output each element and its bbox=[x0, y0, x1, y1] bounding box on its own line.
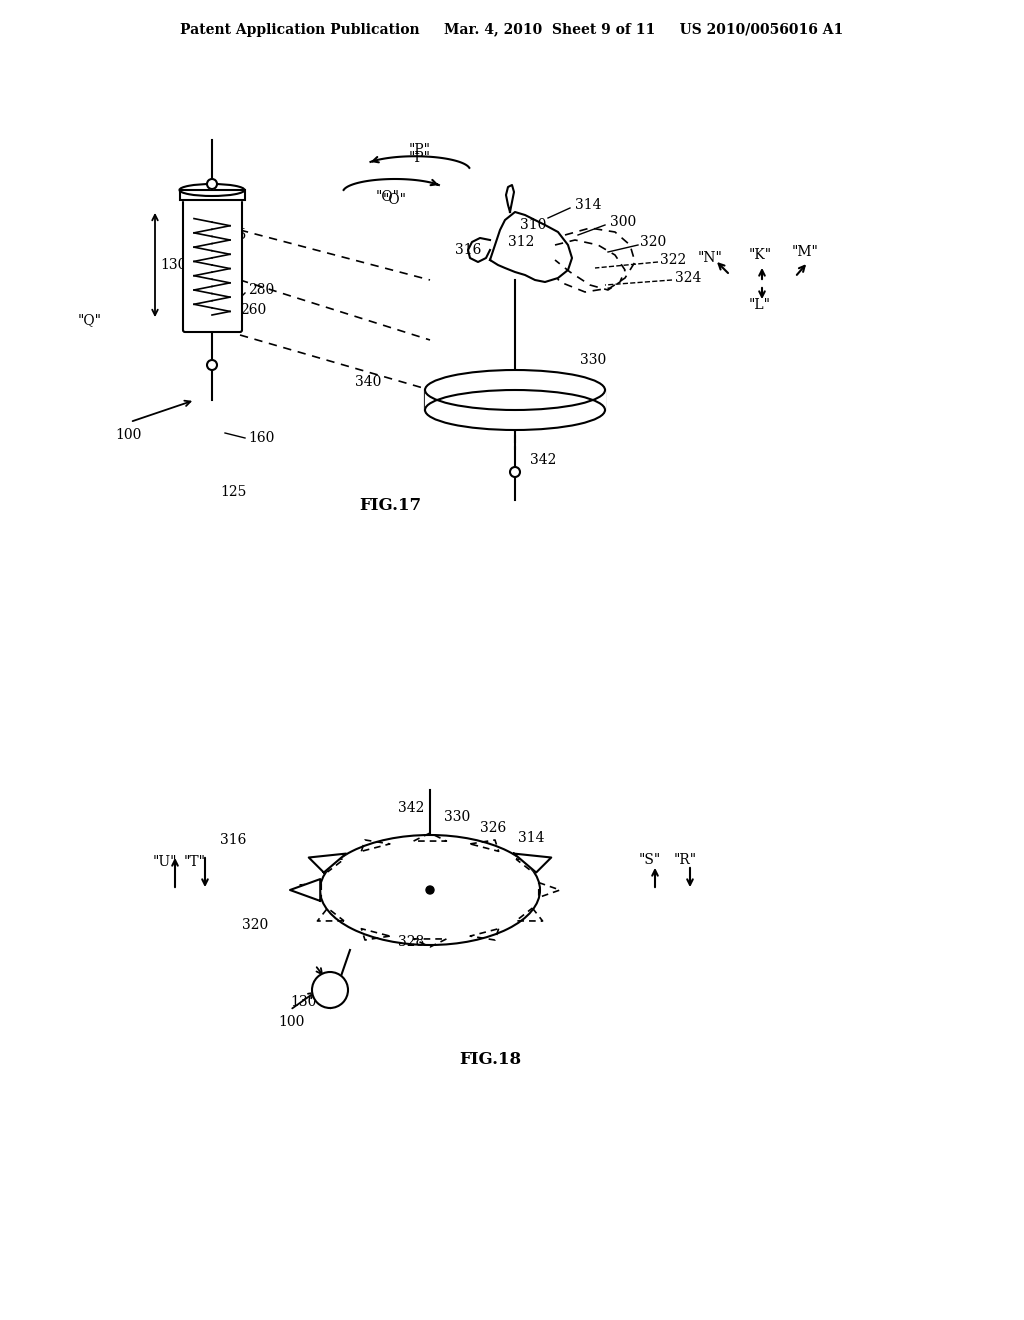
Bar bbox=[180, 190, 245, 201]
Circle shape bbox=[426, 886, 434, 894]
Text: 100: 100 bbox=[115, 428, 141, 442]
Text: FIG.17: FIG.17 bbox=[359, 496, 421, 513]
Text: 340: 340 bbox=[355, 375, 381, 389]
Text: 320: 320 bbox=[242, 917, 268, 932]
Text: 280: 280 bbox=[248, 282, 274, 297]
Text: 342: 342 bbox=[530, 453, 556, 467]
Text: 316: 316 bbox=[455, 243, 481, 257]
Ellipse shape bbox=[425, 389, 605, 430]
Polygon shape bbox=[317, 908, 344, 921]
Text: 130: 130 bbox=[160, 257, 186, 272]
Text: 300: 300 bbox=[610, 215, 636, 228]
Text: "M": "M" bbox=[792, 246, 818, 259]
Polygon shape bbox=[506, 185, 514, 213]
Text: 324: 324 bbox=[675, 271, 701, 285]
Polygon shape bbox=[414, 939, 446, 946]
Polygon shape bbox=[425, 389, 605, 411]
Text: "P": "P" bbox=[409, 143, 431, 157]
Circle shape bbox=[312, 972, 348, 1008]
Polygon shape bbox=[514, 854, 551, 873]
Text: 130: 130 bbox=[290, 995, 316, 1008]
Polygon shape bbox=[414, 833, 446, 841]
Text: 342: 342 bbox=[398, 801, 424, 814]
Text: Patent Application Publication     Mar. 4, 2010  Sheet 9 of 11     US 2010/00560: Patent Application Publication Mar. 4, 2… bbox=[180, 22, 844, 37]
Text: "T": "T" bbox=[184, 855, 206, 869]
Polygon shape bbox=[361, 840, 390, 851]
Polygon shape bbox=[317, 859, 344, 873]
Text: FIG.18: FIG.18 bbox=[459, 1052, 521, 1068]
Polygon shape bbox=[516, 908, 543, 921]
Text: "N": "N" bbox=[697, 251, 723, 265]
FancyBboxPatch shape bbox=[183, 198, 242, 333]
Text: "O": "O" bbox=[376, 190, 400, 205]
Polygon shape bbox=[490, 213, 572, 282]
Polygon shape bbox=[309, 854, 346, 873]
Polygon shape bbox=[468, 238, 490, 261]
Ellipse shape bbox=[319, 836, 540, 945]
Text: 320: 320 bbox=[640, 235, 667, 249]
Circle shape bbox=[207, 180, 217, 189]
Text: 160: 160 bbox=[248, 432, 274, 445]
Polygon shape bbox=[555, 240, 625, 290]
Polygon shape bbox=[290, 879, 321, 902]
Text: 330: 330 bbox=[444, 810, 470, 824]
Text: 314: 314 bbox=[518, 832, 545, 845]
Ellipse shape bbox=[179, 183, 245, 195]
Text: 326: 326 bbox=[480, 821, 506, 836]
Polygon shape bbox=[539, 883, 560, 898]
Ellipse shape bbox=[425, 370, 605, 411]
Text: 312: 312 bbox=[508, 235, 535, 249]
Text: "O": "O" bbox=[383, 193, 407, 207]
Text: 100: 100 bbox=[278, 1015, 304, 1030]
Text: "K": "K" bbox=[749, 248, 771, 261]
Text: "U": "U" bbox=[153, 855, 177, 869]
Text: 125: 125 bbox=[220, 484, 247, 499]
Bar bbox=[180, 190, 245, 201]
Polygon shape bbox=[470, 929, 499, 940]
Polygon shape bbox=[300, 883, 322, 898]
Circle shape bbox=[510, 467, 520, 477]
Circle shape bbox=[207, 360, 217, 370]
Text: 314: 314 bbox=[575, 198, 601, 213]
Polygon shape bbox=[516, 859, 543, 873]
Text: "S": "S" bbox=[639, 853, 662, 867]
Text: "L": "L" bbox=[749, 298, 771, 312]
Text: 316: 316 bbox=[220, 833, 247, 847]
Text: 260: 260 bbox=[240, 304, 266, 317]
Text: 310: 310 bbox=[520, 218, 547, 232]
Polygon shape bbox=[361, 929, 390, 940]
Polygon shape bbox=[470, 840, 499, 851]
Text: 322: 322 bbox=[660, 253, 686, 267]
Text: 328: 328 bbox=[398, 935, 424, 949]
Text: 330: 330 bbox=[580, 352, 606, 367]
Text: "Q": "Q" bbox=[78, 313, 102, 327]
Text: 125: 125 bbox=[220, 228, 247, 242]
Text: "R": "R" bbox=[674, 853, 696, 867]
Text: "P": "P" bbox=[409, 150, 431, 165]
